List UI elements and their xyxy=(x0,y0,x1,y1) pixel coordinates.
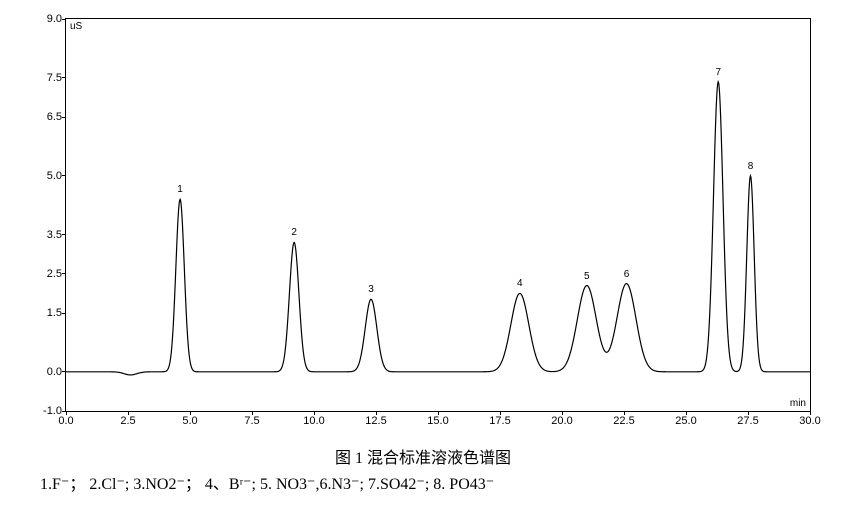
legend-line: 1.F⁻； 2.Cl⁻; 3.NO2⁻； 4、Bʳ⁻; 5. NO3⁻,6.N3… xyxy=(10,470,836,494)
ytick-label: 3.5 xyxy=(47,229,66,241)
peak-label: 6 xyxy=(624,269,630,280)
xtick-label: 15.0 xyxy=(427,411,448,427)
xtick-label: 20.0 xyxy=(551,411,572,427)
xtick-label: 10.0 xyxy=(303,411,324,427)
xtick-label: 5.0 xyxy=(182,411,197,427)
peak-label: 1 xyxy=(177,184,183,195)
ytick-label: 7.5 xyxy=(47,72,66,84)
ytick-label: 2.5 xyxy=(47,268,66,280)
xtick-label: 25.0 xyxy=(675,411,696,427)
ytick-label: 6.5 xyxy=(47,111,66,123)
xtick-label: 27.5 xyxy=(737,411,758,427)
peak-label: 7 xyxy=(715,67,721,78)
ytick-label: 1.5 xyxy=(47,307,66,319)
caption-title: 图 1 混合标准溶液色谱图 xyxy=(335,450,511,467)
peak-label: 2 xyxy=(291,227,297,238)
ytick-label: 9.0 xyxy=(47,13,66,25)
chromatogram-trace xyxy=(66,19,810,411)
xtick-label: 0.0 xyxy=(58,411,73,427)
peak-label: 3 xyxy=(368,284,374,295)
figure-caption: 图 1 混合标准溶液色谱图 xyxy=(10,448,836,470)
xtick-label: 12.5 xyxy=(365,411,386,427)
xtick-label: 2.5 xyxy=(120,411,135,427)
xtick-label: 30.0 xyxy=(799,411,820,427)
ytick-label: 5.0 xyxy=(47,170,66,182)
chromatogram-chart: uS min -1.00.01.52.53.55.06.57.59.00.02.… xyxy=(23,10,823,430)
ytick-label: 0.0 xyxy=(47,366,66,378)
xtick-label: 22.5 xyxy=(613,411,634,427)
xtick-label: 7.5 xyxy=(244,411,259,427)
xtick-label: 17.5 xyxy=(489,411,510,427)
peak-label: 4 xyxy=(517,278,523,289)
legend-text: 1.F⁻； 2.Cl⁻; 3.NO2⁻； 4、Bʳ⁻; 5. NO3⁻,6.N3… xyxy=(40,476,494,493)
peak-label: 5 xyxy=(584,271,590,282)
peak-label: 8 xyxy=(748,161,754,172)
plot-area: uS min -1.00.01.52.53.55.06.57.59.00.02.… xyxy=(65,18,811,412)
